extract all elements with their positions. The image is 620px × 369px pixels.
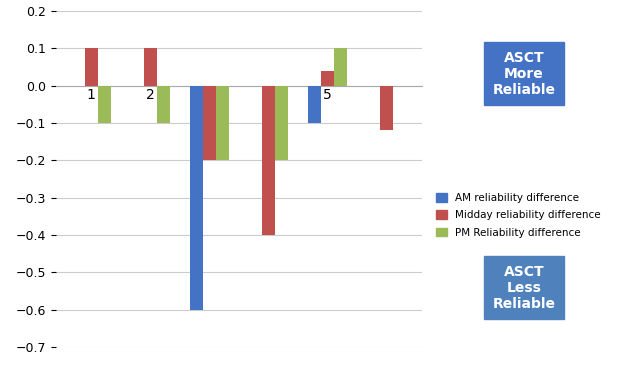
Bar <box>308 86 321 123</box>
Bar <box>321 71 334 86</box>
Bar <box>379 86 392 131</box>
Bar <box>85 48 98 86</box>
Bar <box>216 86 229 160</box>
Bar <box>334 48 347 86</box>
Bar <box>262 86 275 235</box>
Bar <box>203 86 216 160</box>
Bar <box>144 48 157 86</box>
Text: ASCT
More
Reliable: ASCT More Reliable <box>492 51 556 97</box>
Bar <box>157 86 170 123</box>
Bar <box>190 86 203 310</box>
Text: ASCT
Less
Reliable: ASCT Less Reliable <box>492 265 556 311</box>
Bar <box>275 86 288 160</box>
Bar <box>98 86 110 123</box>
Legend: AM reliability difference, Midday reliability difference, PM Reliability differe: AM reliability difference, Midday reliab… <box>434 191 603 239</box>
